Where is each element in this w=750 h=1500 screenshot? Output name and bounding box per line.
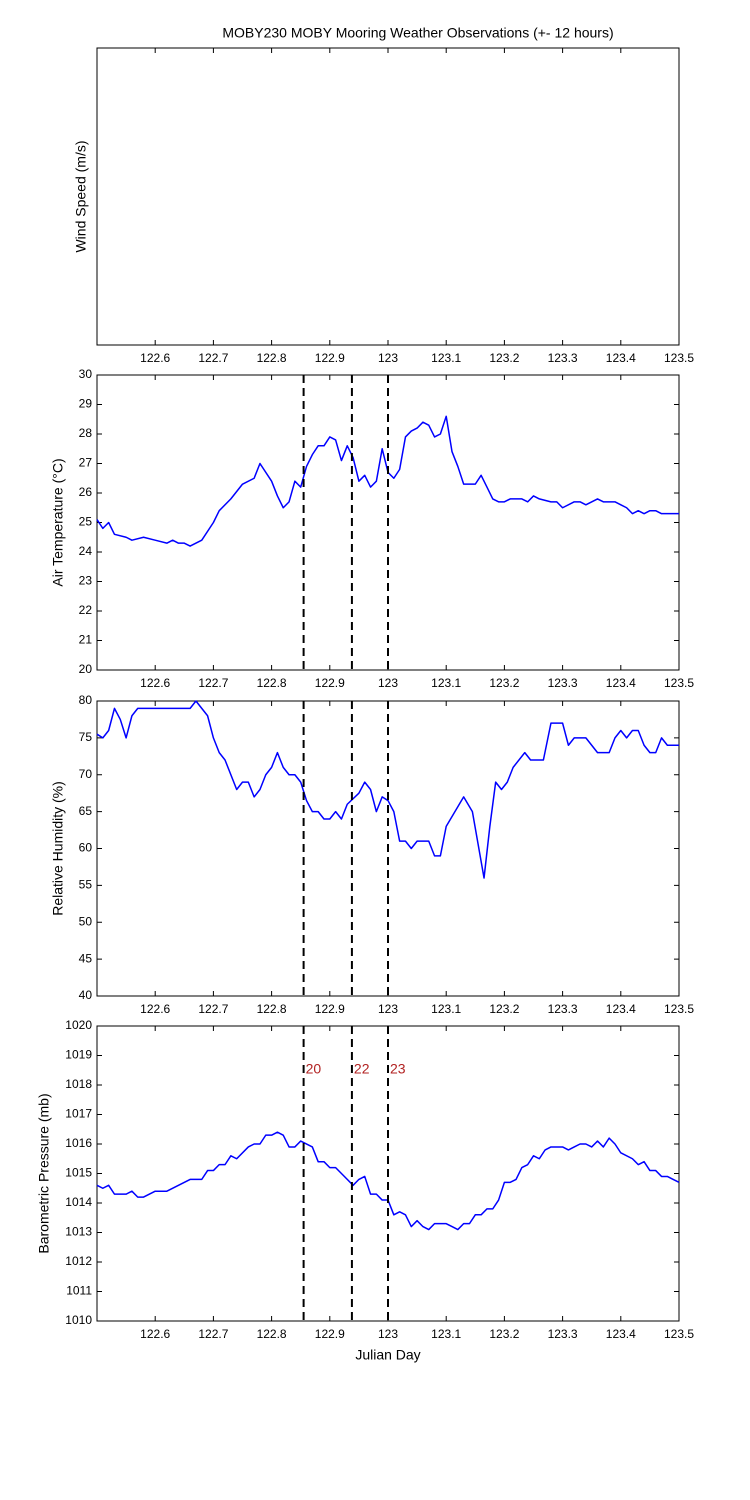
x-tick-label: 123.3 (548, 676, 578, 690)
x-tick-label: 122.6 (140, 676, 170, 690)
y-tick-label: 1018 (65, 1077, 92, 1091)
y-axis-label: Relative Humidity (%) (50, 781, 66, 916)
chart-title: MOBY230 MOBY Mooring Weather Observation… (222, 25, 613, 41)
x-tick-label: 123 (378, 1002, 398, 1016)
y-tick-label: 1020 (65, 1018, 92, 1032)
y-tick-label: 80 (79, 693, 93, 707)
y-axis-label: Barometric Pressure (mb) (36, 1093, 52, 1253)
data-line (96, 700, 679, 879)
y-tick-label: 26 (79, 485, 93, 499)
y-tick-label: 65 (79, 804, 93, 818)
x-tick-label: 123.5 (664, 1002, 694, 1016)
x-tick-label: 122.9 (315, 1002, 345, 1016)
y-tick-label: 1017 (65, 1107, 92, 1121)
x-tick-label: 123.4 (606, 351, 636, 365)
event-label: 22 (354, 1061, 370, 1077)
x-tick-label: 123.1 (431, 1002, 461, 1016)
x-axis-label: Julian Day (355, 1347, 420, 1363)
y-tick-label: 1011 (66, 1284, 92, 1298)
x-tick-label: 123.3 (548, 1327, 578, 1341)
y-tick-label: 27 (79, 456, 93, 470)
x-tick-label: 123.1 (431, 1327, 461, 1341)
y-tick-label: 1014 (65, 1195, 92, 1209)
plot-frame (96, 47, 680, 346)
x-tick-label: 123.4 (606, 1002, 636, 1016)
x-tick-label: 122.8 (257, 351, 287, 365)
x-tick-label: 123.1 (431, 676, 461, 690)
y-tick-label: 25 (79, 515, 93, 529)
x-tick-label: 123.4 (606, 1327, 636, 1341)
y-tick-label: 50 (79, 914, 93, 928)
x-tick-label: 123.5 (664, 1327, 694, 1341)
x-tick-label: 123.4 (606, 676, 636, 690)
y-tick-label: 1013 (65, 1225, 92, 1239)
event-label: 23 (390, 1061, 406, 1077)
y-axis-label: Air Temperature (°C) (50, 458, 66, 586)
x-tick-label: 123 (378, 1327, 398, 1341)
x-tick-label: 122.6 (140, 1002, 170, 1016)
y-tick-label: 1016 (65, 1136, 92, 1150)
y-tick-label: 60 (79, 841, 93, 855)
y-tick-label: 29 (79, 397, 93, 411)
x-tick-label: 122.7 (198, 351, 228, 365)
x-tick-label: 123 (378, 351, 398, 365)
x-tick-label: 122.8 (257, 676, 287, 690)
y-tick-label: 23 (79, 574, 93, 588)
x-tick-label: 122.9 (315, 676, 345, 690)
x-tick-label: 122.7 (198, 1327, 228, 1341)
y-tick-label: 55 (79, 878, 93, 892)
x-tick-label: 122.8 (257, 1002, 287, 1016)
x-tick-label: 122.6 (140, 1327, 170, 1341)
y-tick-label: 40 (79, 988, 93, 1002)
x-tick-label: 123.2 (489, 351, 519, 365)
y-tick-label: 1012 (65, 1254, 92, 1268)
y-tick-label: 45 (79, 951, 93, 965)
x-tick-label: 123.1 (431, 351, 461, 365)
x-tick-label: 123.5 (664, 676, 694, 690)
x-tick-label: 123.3 (548, 1002, 578, 1016)
y-tick-label: 1010 (65, 1313, 92, 1327)
x-tick-label: 122.7 (198, 1002, 228, 1016)
y-tick-label: 22 (79, 603, 93, 617)
x-tick-label: 123 (378, 676, 398, 690)
y-tick-label: 75 (79, 730, 93, 744)
y-tick-label: 24 (79, 544, 93, 558)
data-line (96, 1131, 680, 1231)
y-tick-label: 70 (79, 767, 93, 781)
x-tick-label: 123.5 (664, 351, 694, 365)
y-tick-label: 28 (79, 426, 93, 440)
x-tick-label: 122.9 (315, 1327, 345, 1341)
y-tick-label: 20 (79, 662, 93, 676)
x-tick-label: 122.7 (198, 676, 228, 690)
x-tick-label: 123.2 (489, 1327, 519, 1341)
y-tick-label: 30 (79, 367, 93, 381)
x-tick-label: 123.3 (548, 351, 578, 365)
x-tick-label: 123.2 (489, 676, 519, 690)
y-tick-label: 1019 (65, 1048, 92, 1062)
x-tick-label: 122.6 (140, 351, 170, 365)
y-tick-label: 21 (79, 633, 93, 647)
y-axis-label: Wind Speed (m/s) (73, 140, 89, 252)
event-label: 20 (306, 1061, 322, 1077)
data-line (96, 415, 679, 547)
x-tick-label: 122.8 (257, 1327, 287, 1341)
x-tick-label: 122.9 (315, 351, 345, 365)
y-tick-label: 1015 (65, 1166, 92, 1180)
x-tick-label: 123.2 (489, 1002, 519, 1016)
